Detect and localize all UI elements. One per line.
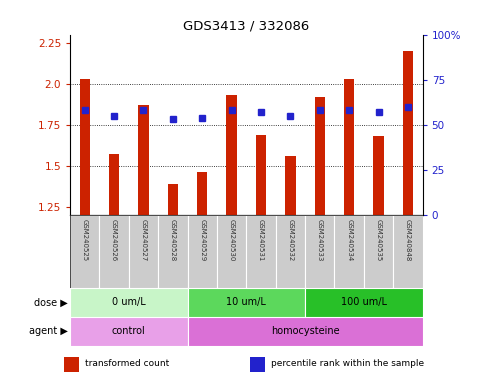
FancyBboxPatch shape [70, 317, 187, 346]
Bar [373, 136, 384, 215]
Text: GSM240526: GSM240526 [111, 219, 117, 262]
Bar [285, 156, 296, 215]
Text: 10 um/L: 10 um/L [227, 297, 266, 308]
FancyBboxPatch shape [129, 215, 158, 288]
Text: GSM240848: GSM240848 [405, 219, 411, 262]
Text: transformed count: transformed count [85, 359, 169, 368]
Bar [197, 172, 207, 215]
Text: GSM240530: GSM240530 [228, 219, 235, 262]
FancyBboxPatch shape [187, 215, 217, 288]
Text: homocysteine: homocysteine [271, 326, 340, 336]
FancyBboxPatch shape [393, 215, 423, 288]
Text: percentile rank within the sample: percentile rank within the sample [270, 359, 424, 368]
Bar [403, 51, 413, 215]
Text: dose ▶: dose ▶ [34, 297, 68, 308]
Text: GSM240535: GSM240535 [376, 219, 382, 262]
FancyBboxPatch shape [217, 215, 246, 288]
FancyBboxPatch shape [276, 215, 305, 288]
Bar [344, 79, 355, 215]
Text: GSM240525: GSM240525 [82, 219, 88, 262]
Text: agent ▶: agent ▶ [29, 326, 68, 336]
FancyBboxPatch shape [70, 288, 187, 317]
Text: GSM240534: GSM240534 [346, 219, 352, 262]
Text: GSM240532: GSM240532 [287, 219, 293, 262]
Bar [80, 79, 90, 215]
FancyBboxPatch shape [187, 288, 305, 317]
FancyBboxPatch shape [334, 215, 364, 288]
Bar [250, 357, 265, 372]
Text: GSM240531: GSM240531 [258, 219, 264, 262]
Bar [138, 105, 149, 215]
Bar [314, 97, 325, 215]
Bar [64, 357, 79, 372]
Text: 100 um/L: 100 um/L [341, 297, 387, 308]
FancyBboxPatch shape [187, 317, 423, 346]
Bar [256, 135, 266, 215]
Text: GSM240528: GSM240528 [170, 219, 176, 262]
Text: GSM240529: GSM240529 [199, 219, 205, 262]
FancyBboxPatch shape [246, 215, 276, 288]
Bar [168, 184, 178, 215]
Text: 0 um/L: 0 um/L [112, 297, 146, 308]
Text: control: control [112, 326, 146, 336]
Text: GSM240527: GSM240527 [141, 219, 146, 262]
FancyBboxPatch shape [158, 215, 187, 288]
FancyBboxPatch shape [305, 288, 423, 317]
Bar [109, 154, 119, 215]
Text: GSM240533: GSM240533 [317, 219, 323, 262]
Bar [227, 95, 237, 215]
FancyBboxPatch shape [70, 215, 99, 288]
FancyBboxPatch shape [99, 215, 129, 288]
Title: GDS3413 / 332086: GDS3413 / 332086 [183, 19, 310, 32]
FancyBboxPatch shape [364, 215, 393, 288]
FancyBboxPatch shape [305, 215, 334, 288]
